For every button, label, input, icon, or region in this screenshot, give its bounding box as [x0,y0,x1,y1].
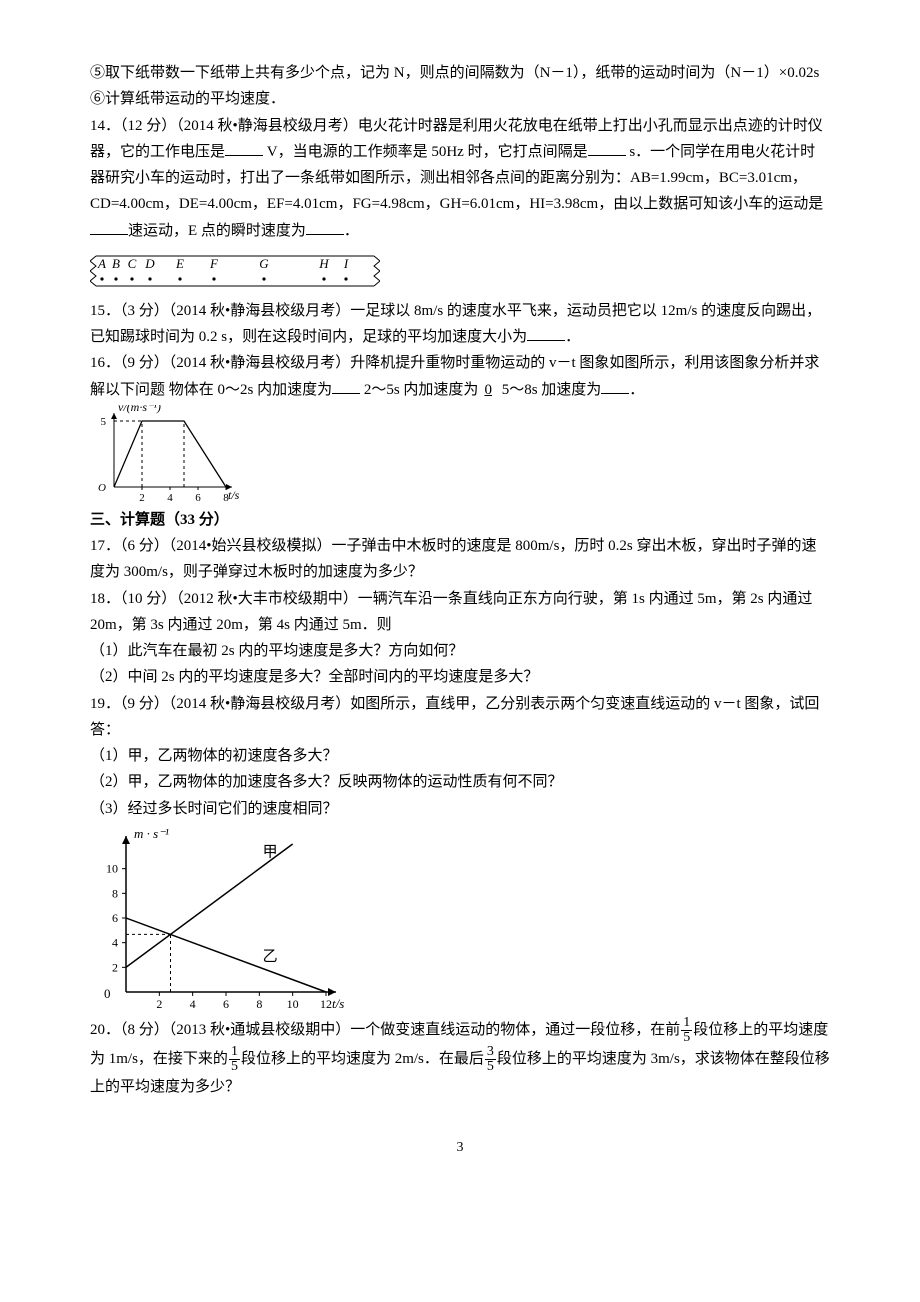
q15-text: 15．（3 分）（2014 秋•静海县校级月考）一足球以 8m/s 的速度水平飞… [90,298,830,351]
blank-q16-1 [332,378,360,394]
q15-b: ． [565,329,580,345]
q16-mid-val: 0 [478,382,498,398]
q16-graph: v/(m·s⁻¹) t/s 2 4 6 8 5 O [90,405,830,505]
q19-p3: （3）经过多长时间它们的速度相同？ [90,796,830,822]
q16-c: 5～8s 加速度为 [498,382,601,398]
svg-text:t/s: t/s [228,488,240,502]
svg-text:G: G [259,256,269,271]
svg-text:5: 5 [101,416,107,428]
svg-text:甲: 甲 [263,844,278,860]
blank-motion-type [90,219,128,235]
q16-d: ． [629,382,644,398]
q14-d: 速运动，E 点的瞬时速度为 [128,223,306,239]
svg-text:C: C [128,256,137,271]
svg-text:A: A [97,256,106,271]
svg-text:8: 8 [223,492,229,504]
svg-text:v/(m·s⁻¹): v/(m·s⁻¹) [118,405,161,414]
q14-b: V，当电源的工作频率是 50Hz 时，它打点间隔是 [263,144,588,160]
blank-e-speed [306,219,344,235]
svg-text:4: 4 [112,935,118,949]
frac-1-5-a: 15 [681,1016,692,1045]
svg-text:4: 4 [167,492,173,504]
blank-q16-3 [601,378,629,394]
q18-main: 18．（10 分）（2012 秋•大丰市校级期中）一辆汽车沿一条直线向正东方向行… [90,586,830,639]
svg-text:2: 2 [139,492,145,504]
svg-text:乙: 乙 [263,949,278,965]
svg-text:8: 8 [112,886,118,900]
pre-step-5: ⑤取下纸带数一下纸带上共有多少个点，记为 N，则点的间隔数为（N－1），纸带的运… [90,60,830,86]
svg-text:6: 6 [223,997,229,1011]
svg-text:10: 10 [287,997,299,1011]
svg-text:H: H [318,256,329,271]
svg-text:B: B [112,256,120,271]
q20-c: 段位移上的平均速度为 2m/s．在最后 [241,1051,484,1067]
q15-a: 15．（3 分）（2014 秋•静海县校级月考）一足球以 8m/s 的速度水平飞… [90,303,821,345]
q16-text: 16．（9 分）（2014 秋•静海县校级月考）升降机提升重物时重物运动的 v－… [90,350,830,403]
svg-text:t/s: t/s [332,996,344,1011]
pre-step-6: ⑥计算纸带运动的平均速度． [90,86,830,112]
blank-interval [588,140,626,156]
q18-p2: （2）中间 2s 内的平均速度是多大？全部时间内的平均速度是多大？ [90,664,830,690]
svg-text:2: 2 [156,997,162,1011]
svg-text:m · s⁻¹: m · s⁻¹ [134,826,169,841]
blank-voltage [225,140,263,156]
svg-text:F: F [209,256,219,271]
svg-text:O: O [98,482,106,494]
q20-text: 20．（8 分）（2013 秋•通城县校级期中）一个做变速直线运动的物体，通过一… [90,1016,830,1100]
svg-text:6: 6 [195,492,201,504]
q17-text: 17．（6 分）（2014•始兴县校级模拟）一子弹击中木板时的速度是 800m/… [90,533,830,586]
q19-main: 19．（9 分）（2014 秋•静海县校级月考）如图所示，直线甲，乙分别表示两个… [90,691,830,744]
q16-b: 2～5s 内加速度为 [360,382,478,398]
svg-text:8: 8 [256,997,262,1011]
q14-text: 14．（12 分）（2014 秋•静海县校级月考）电火花计时器是利用火花放电在纸… [90,113,830,244]
q19-p2: （2）甲，乙两物体的加速度各多大？反映两物体的运动性质有何不同？ [90,769,830,795]
q14-tape-figure: ABCD E F G HI [90,250,830,292]
svg-text:I: I [343,256,349,271]
frac-1-5-b: 15 [229,1045,240,1074]
svg-text:10: 10 [106,861,118,875]
section-3-title: 三、计算题（33 分） [90,507,830,533]
q19-p1: （1）甲，乙两物体的初速度各多大？ [90,743,830,769]
frac-3-5: 35 [485,1045,496,1074]
blank-q15 [527,325,565,341]
svg-text:6: 6 [112,911,118,925]
svg-text:4: 4 [190,997,196,1011]
svg-text:12: 12 [320,997,332,1011]
svg-text:2: 2 [112,960,118,974]
svg-text:E: E [175,256,184,271]
q14-e: ． [344,223,359,239]
q19-graph: m · s⁻¹t/s024681024681012甲乙 [90,824,830,1014]
q20-a: 20．（8 分）（2013 秋•通城县校级期中）一个做变速直线运动的物体，通过一… [90,1022,680,1038]
svg-text:0: 0 [104,986,111,1001]
svg-text:D: D [144,256,155,271]
page-number: 3 [90,1136,830,1161]
q18-p1: （1）此汽车在最初 2s 内的平均速度是多大？方向如何？ [90,638,830,664]
